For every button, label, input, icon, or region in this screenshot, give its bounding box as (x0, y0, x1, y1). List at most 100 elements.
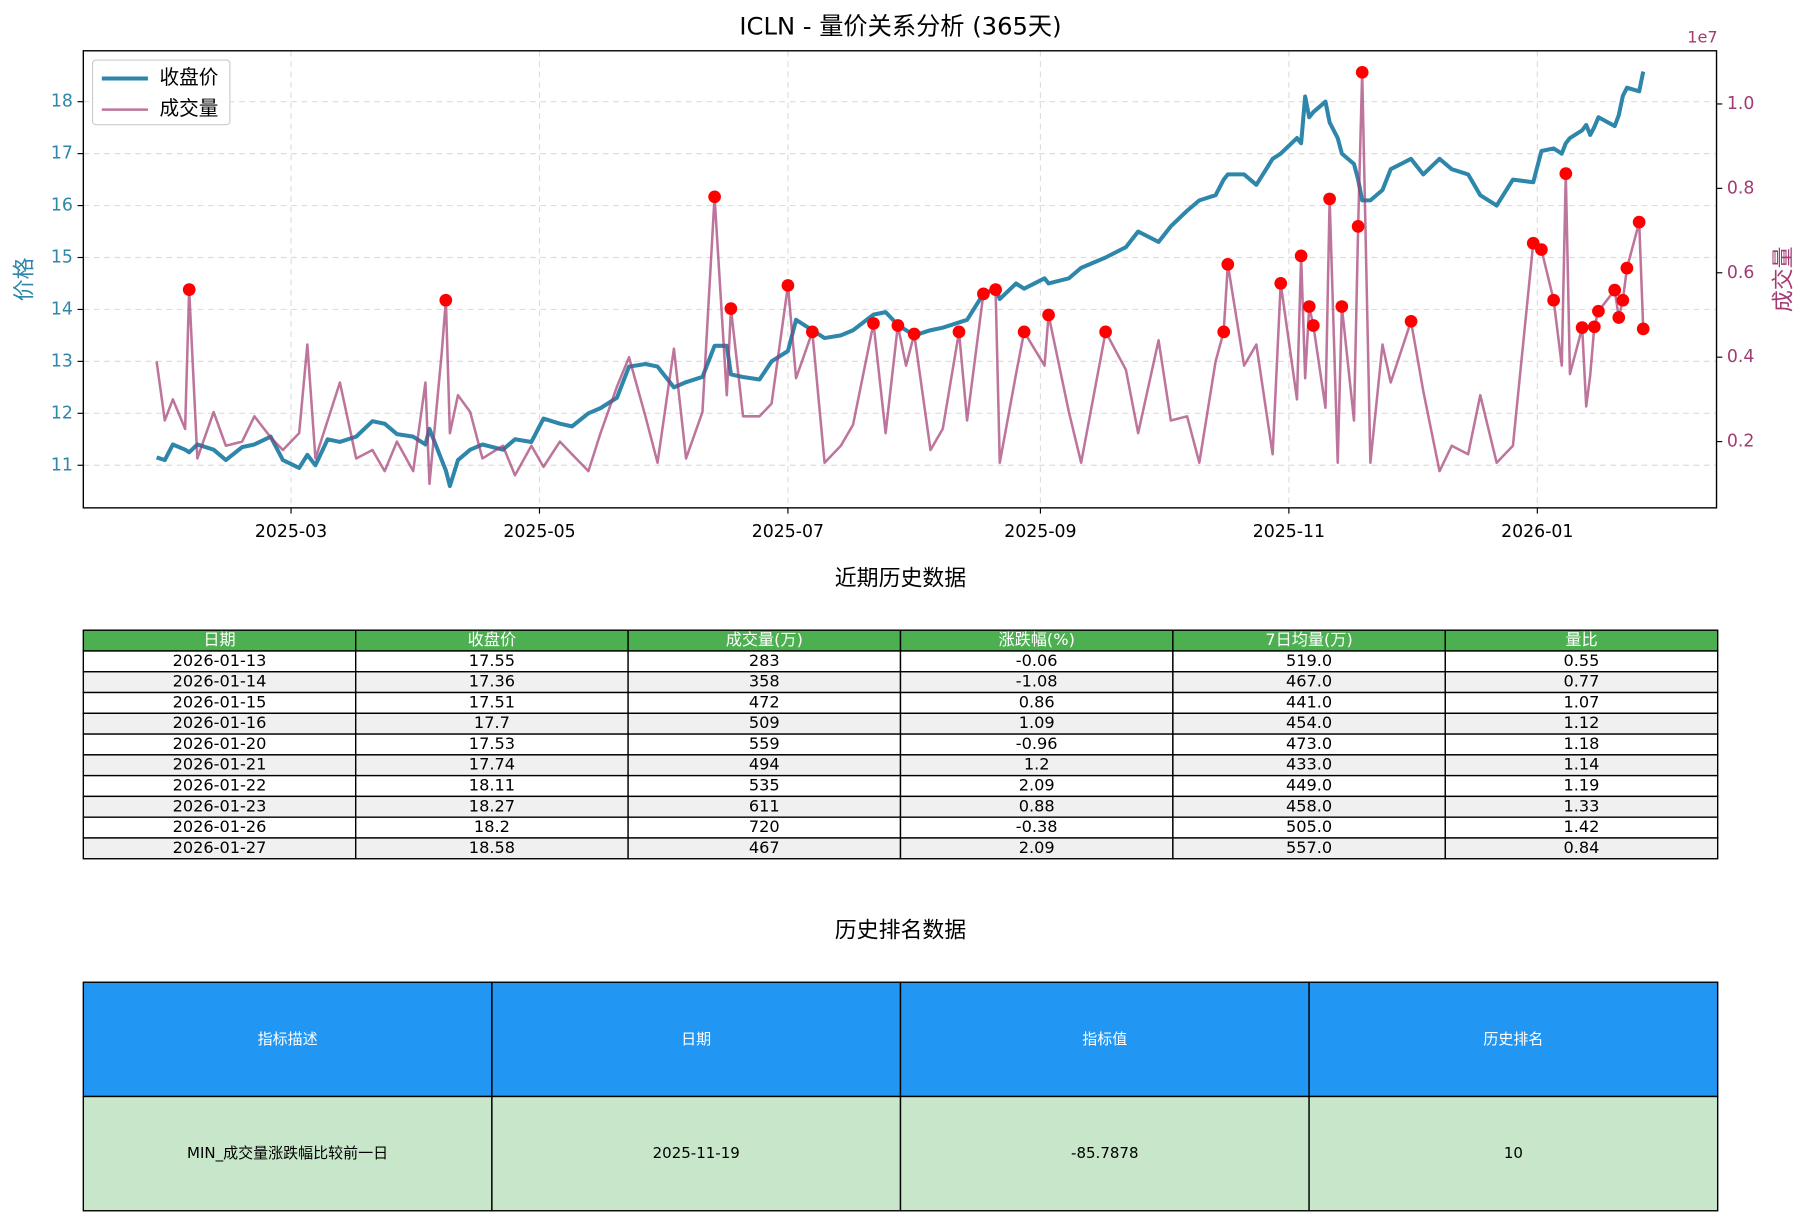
y-tick-label: 17 (51, 144, 73, 164)
header-text: 历史排名 (1483, 1030, 1543, 1048)
cell-text: 720 (749, 817, 780, 836)
volume-marker (1636, 322, 1650, 336)
cell-text: 454.0 (1286, 713, 1332, 732)
cell-text: 494 (749, 755, 780, 774)
cell-text: 2026-01-20 (173, 734, 267, 753)
volume-marker (907, 327, 921, 341)
cell-text: 472 (749, 692, 780, 711)
cell-text: 18.2 (474, 817, 510, 836)
header-text: 指标描述 (258, 1030, 318, 1048)
cell-text: 10 (1504, 1144, 1523, 1162)
cell-text: 2026-01-22 (173, 776, 267, 795)
cell-text: 519.0 (1286, 651, 1332, 670)
volume-marker (1404, 314, 1418, 328)
table-cell (491, 1095, 902, 1212)
legend-label: 收盘价 (159, 66, 218, 89)
cell-text: 2026-01-15 (173, 692, 267, 711)
y-tick-label: 12 (51, 403, 73, 423)
cell-text: 17.53 (469, 734, 515, 753)
cell-text: 2026-01-26 (173, 817, 267, 836)
x-tick-label: 2025-07 (752, 522, 824, 542)
series-line (155, 71, 1646, 489)
header-text: 指标值 (1082, 1030, 1127, 1048)
cell-text: 2.09 (1019, 776, 1055, 795)
volume-marker (1575, 321, 1589, 334)
y2-tick-label: 0.2 (1727, 432, 1755, 452)
grid (83, 50, 1717, 508)
cell-text: 0.77 (1564, 672, 1600, 691)
cell-text: 535 (749, 776, 780, 795)
volume-marker (1274, 276, 1288, 290)
volume-marker (1632, 215, 1646, 229)
volume-marker (1306, 319, 1320, 332)
volume-marker (1547, 293, 1560, 307)
y2-tick-label: 0.8 (1727, 178, 1755, 198)
x-tick-label: 2025-11 (1253, 522, 1325, 542)
table-cell (1444, 837, 1719, 860)
y-tick-label: 16 (51, 196, 73, 216)
cell-text: 441.0 (1286, 692, 1332, 711)
volume-marker (1616, 293, 1630, 307)
volume-marker (867, 317, 880, 330)
volume-marker (1612, 311, 1626, 324)
volume-marker (952, 325, 966, 339)
volume-marker (1217, 325, 1231, 339)
volume-marker (1559, 167, 1573, 180)
cell-text: 0.86 (1019, 692, 1055, 711)
y-tick-label: 13 (51, 351, 73, 371)
cell-text: 17.55 (469, 651, 515, 670)
cell-text: 0.55 (1564, 651, 1600, 670)
volume-marker (439, 293, 453, 307)
cell-text: -0.06 (1016, 651, 1058, 670)
cell-text: 557.0 (1286, 838, 1332, 857)
volume-marker (708, 190, 721, 204)
table-cell (82, 1095, 493, 1212)
volume-marker (1608, 283, 1622, 297)
volume-marker (724, 302, 738, 315)
cell-text: 18.58 (469, 838, 515, 857)
volume-marker (1355, 65, 1369, 79)
cell-text: 2025-11-19 (653, 1144, 740, 1162)
cell-text: -1.08 (1016, 672, 1058, 691)
cell-text: 467.0 (1286, 672, 1332, 691)
cell-text: -0.38 (1016, 817, 1058, 836)
table-cell (899, 1095, 1310, 1212)
x-tick-label: 2026-01 (1501, 522, 1573, 542)
legend-label: 成交量 (159, 97, 218, 120)
volume-marker (1587, 320, 1601, 334)
y-tick-label: 14 (51, 299, 73, 319)
cell-text: 2026-01-21 (173, 755, 267, 774)
cell-text: 1.33 (1564, 796, 1600, 815)
y-tick-label: 15 (51, 248, 73, 268)
header-text: 成交量(万) (726, 630, 803, 649)
volume-marker (806, 325, 819, 339)
volume-marker (182, 283, 196, 297)
cell-text: MIN_成交量涨跌幅比较前一日 (187, 1144, 388, 1163)
y-axis-label: 价格 (13, 257, 38, 301)
cell-text: 18.11 (469, 776, 515, 795)
cell-text: 473.0 (1286, 734, 1332, 753)
cell-text: 1.14 (1564, 755, 1600, 774)
x-tick-label: 2025-09 (1004, 522, 1076, 542)
volume-marker (1323, 192, 1336, 206)
y2-axis-label: 成交量 (1772, 246, 1797, 312)
cell-text: 1.12 (1564, 713, 1600, 732)
y-tick-label: 11 (51, 455, 73, 475)
y-tick-label: 18 (51, 92, 73, 112)
header-text: 7日均量(万) (1265, 630, 1352, 649)
cell-text: 17.7 (474, 713, 510, 732)
volume-marker (1335, 300, 1349, 313)
cell-text: 449.0 (1286, 776, 1332, 795)
plot-frame (82, 50, 1718, 509)
cell-text: 433.0 (1286, 755, 1332, 774)
cell-text: 1.09 (1019, 713, 1055, 732)
header-text: 收盘价 (468, 630, 516, 649)
volume-marker (1535, 243, 1548, 256)
cell-text: 458.0 (1286, 796, 1332, 815)
volume-marker (1221, 257, 1235, 271)
cell-text: 18.27 (469, 796, 515, 815)
volume-marker (1294, 249, 1308, 263)
